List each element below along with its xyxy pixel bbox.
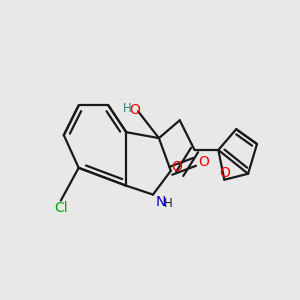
Text: O: O xyxy=(219,166,230,180)
Text: O: O xyxy=(171,160,182,174)
Text: O: O xyxy=(198,155,209,169)
Text: O: O xyxy=(130,103,141,117)
Text: Cl: Cl xyxy=(54,201,68,215)
Text: H: H xyxy=(164,197,172,210)
Text: N: N xyxy=(155,195,166,209)
Text: H: H xyxy=(123,103,132,116)
